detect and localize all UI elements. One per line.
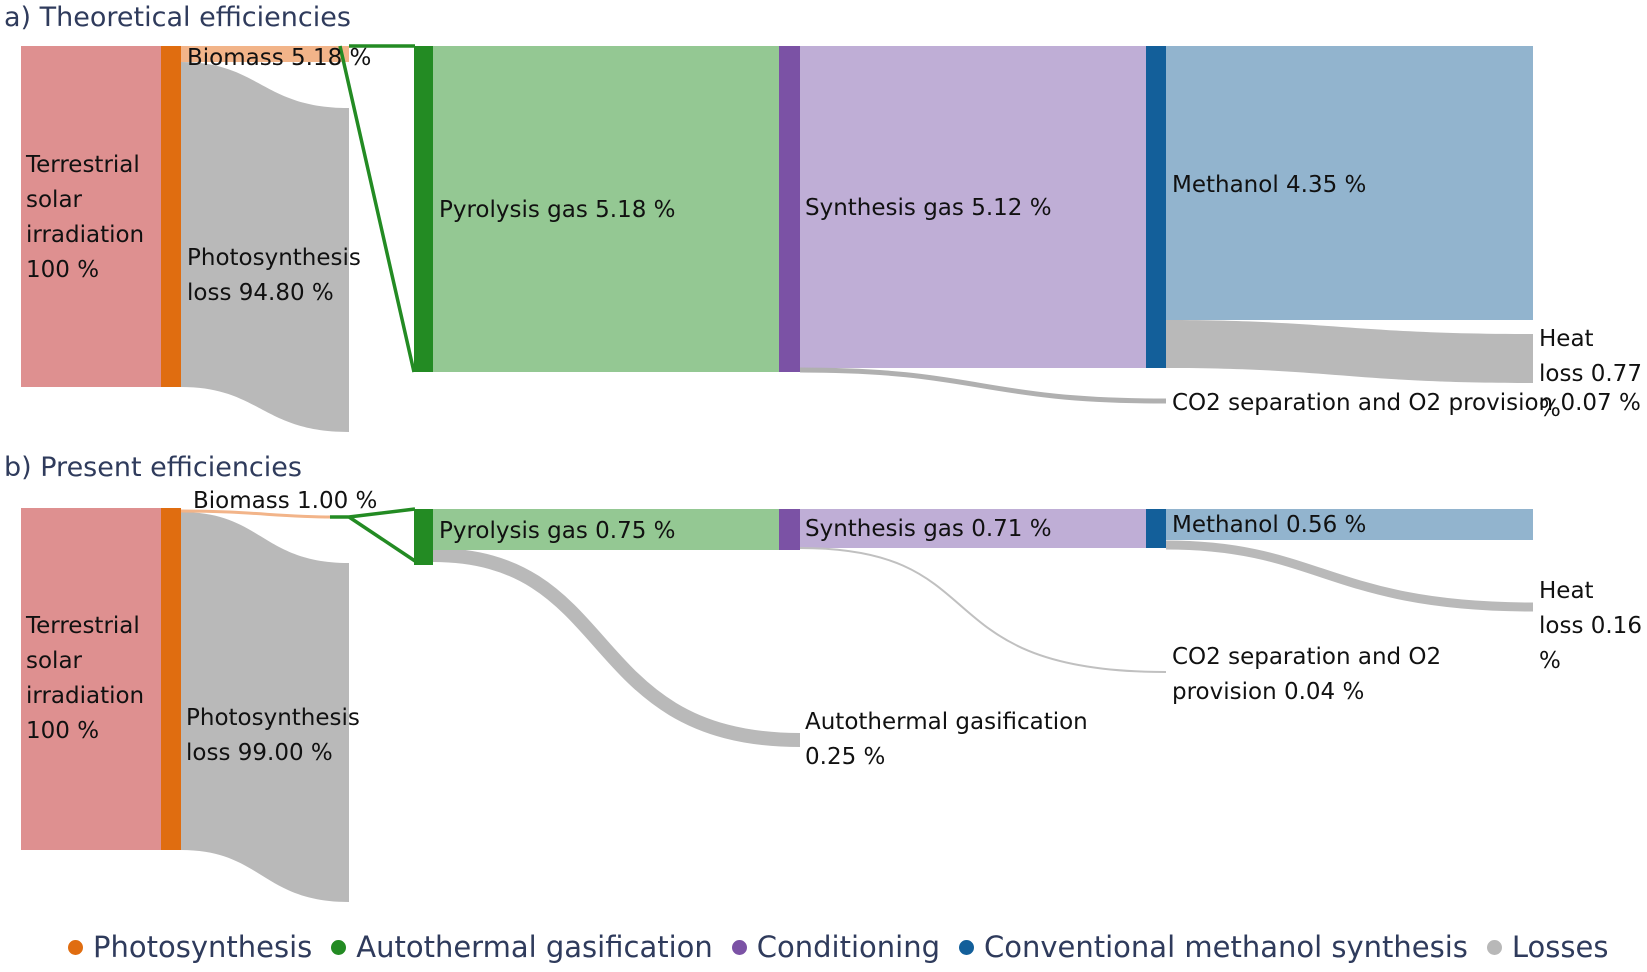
link-b-methanol-heatloss	[1165, 540, 1534, 612]
link-b-biomass-pyrolysis-outline	[330, 507, 416, 563]
link-b-terrestrial-biomass	[180, 509, 333, 519]
label-a-terrestrial: Terrestrial solar irradiation 100 %	[26, 152, 145, 283]
label-a-biomass: Biomass 5.18 %	[187, 45, 372, 71]
label-b-biomass: Biomass 1.00 %	[193, 488, 378, 514]
label-b-pyrolysis: Pyrolysis gas 0.75 %	[439, 518, 676, 544]
panel-b	[21, 507, 1534, 902]
node-a-methanol-synthesis	[1146, 46, 1166, 368]
legend-item-autothermal: Autothermal gasification	[331, 930, 713, 964]
label-a-methanol: Methanol 4.35 %	[1172, 172, 1367, 198]
legend-label: Conventional methanol synthesis	[984, 930, 1468, 964]
link-b-terrestrial-photoloss	[181, 512, 349, 902]
link-a-synthesis-heatloss	[1166, 320, 1533, 383]
link-a-synthesis-methanol	[1166, 46, 1533, 320]
legend: Photosynthesis Autothermal gasification …	[68, 930, 1627, 964]
label-b-co2: CO2 separation and O2 provision 0.04 %	[1172, 644, 1442, 705]
link-a-terrestrial-biomass	[181, 46, 349, 62]
link-b-pyrolysis-synthesis	[433, 509, 779, 550]
legend-label: Losses	[1511, 930, 1609, 964]
legend-item-methanol-synthesis: Conventional methanol synthesis	[959, 930, 1468, 964]
legend-swatch-icon	[959, 939, 974, 955]
link-a-biomass-pyrolysis	[433, 46, 779, 372]
label-a-synthesis: Synthesis gas 5.12 %	[805, 195, 1052, 221]
link-b-synthesis-co2	[799, 547, 1167, 673]
label-b-autothermal: Autothermal gasification 0.25 %	[805, 709, 1088, 770]
legend-swatch-icon	[68, 939, 83, 955]
link-b-synthesis-methanol	[800, 509, 1146, 548]
legend-item-conditioning: Conditioning	[731, 930, 940, 964]
label-b-heat-loss: Heat loss 0.16 %	[1539, 578, 1642, 674]
link-a-terrestrial-photoloss	[181, 62, 349, 432]
panel-a-title: a) Theoretical efficiencies	[4, 2, 351, 33]
node-a-conditioning	[779, 46, 800, 372]
link-b-methanol	[1166, 509, 1533, 540]
node-a-gasification	[414, 46, 433, 372]
legend-swatch-icon	[731, 939, 747, 955]
legend-label: Autothermal gasification	[356, 930, 713, 964]
label-a-pyrolysis: Pyrolysis gas 5.18 %	[439, 197, 676, 223]
panel-b-title: b) Present efficiencies	[4, 452, 302, 483]
label-b-methanol: Methanol 0.56 %	[1172, 512, 1367, 538]
label-b-synthesis: Synthesis gas 0.71 %	[805, 516, 1052, 542]
node-a-photosynthesis	[161, 46, 181, 387]
link-a-pyrolysis-synthesis	[800, 46, 1147, 368]
legend-item-photosynthesis: Photosynthesis	[68, 930, 312, 964]
node-b-methanol-synthesis	[1146, 509, 1166, 548]
legend-swatch-icon	[331, 939, 347, 955]
node-b-terrestrial	[21, 508, 161, 850]
label-a-photosynthesis-loss: Photosynthesis loss 94.80 %	[187, 245, 361, 306]
legend-item-losses: Losses	[1486, 930, 1609, 964]
label-a-heat-loss: Heat loss 0.77 %	[1539, 326, 1642, 422]
label-a-co2: CO2 separation and O2 provision 0.07 %	[1172, 390, 1641, 416]
label-b-photosynthesis-loss: Photosynthesis loss 99.00 %	[186, 705, 360, 766]
legend-label: Photosynthesis	[93, 930, 313, 964]
label-b-terrestrial: Terrestrial solar irradiation 100 %	[26, 613, 145, 744]
node-b-methanol-end	[1514, 509, 1533, 540]
node-a-methanol-end	[1514, 46, 1533, 320]
legend-label: Conditioning	[756, 930, 940, 964]
legend-swatch-icon	[1486, 939, 1502, 955]
link-a-pyrolysis-co2	[799, 367, 1167, 404]
node-a-terrestrial	[21, 46, 161, 387]
link-b-gasification-autothermal	[432, 548, 801, 747]
node-b-conditioning	[779, 509, 800, 550]
node-b-gasification	[414, 509, 433, 565]
panel-a	[21, 44, 1533, 432]
link-a-biomass-pyrolysis-outline	[338, 44, 416, 373]
node-b-photosynthesis	[161, 508, 181, 850]
